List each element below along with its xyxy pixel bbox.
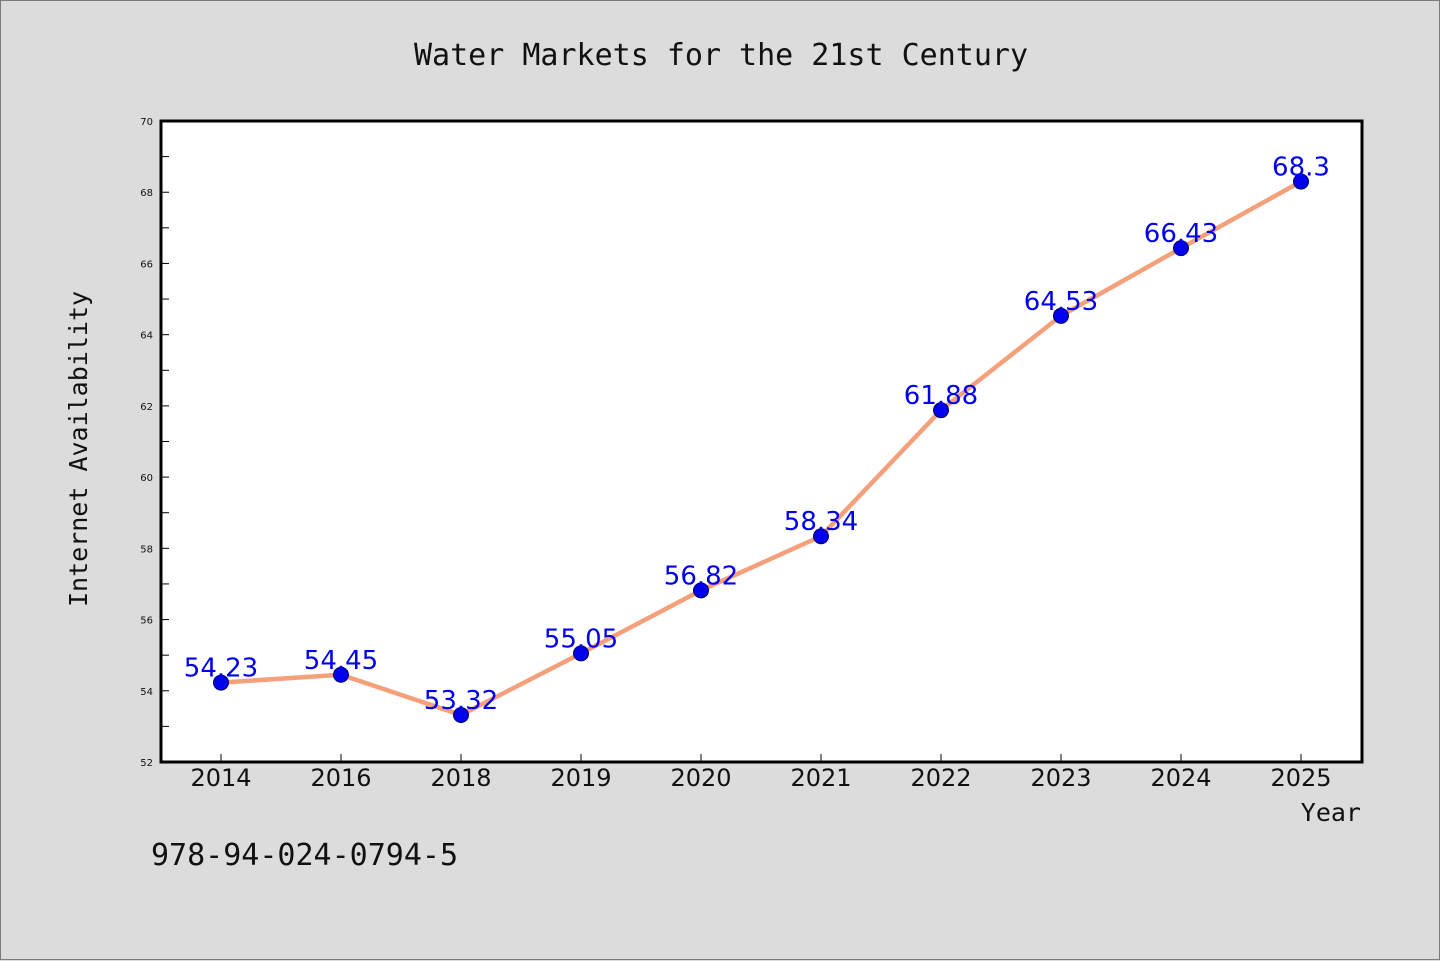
x-tick-label: 2022: [910, 764, 971, 792]
y-tick-label: 60: [140, 473, 153, 484]
data-point-marker: [933, 402, 949, 419]
data-point-label: 68.3: [1272, 153, 1330, 183]
x-tick-label: 2023: [1030, 764, 1091, 792]
data-point-marker: [693, 582, 709, 599]
data-point-marker: [1053, 307, 1069, 324]
y-tick-label: 70: [140, 117, 153, 128]
x-axis-label: Year: [1301, 798, 1361, 827]
data-point-label: 56.82: [664, 561, 738, 591]
y-axis-label: Internet Availability: [64, 291, 93, 607]
y-tick-label: 58: [140, 544, 153, 555]
data-point-marker: [1293, 173, 1309, 190]
y-tick-label: 56: [140, 616, 153, 627]
x-axis-ticks: 2014 2016 2018 2019 2020 2021 2022 2023 2024 2025: [190, 754, 1332, 792]
chart-title: Water Markets for the 21st Century: [414, 38, 1028, 73]
data-point-label: 55.05: [544, 624, 618, 654]
footer-isbn: 978-94-024-0794-5: [151, 838, 458, 873]
x-tick-label: 2014: [190, 764, 251, 792]
x-tick-label: 2016: [310, 764, 371, 792]
data-point-marker: [573, 645, 589, 662]
series-line: [218, 179, 1304, 718]
x-tick-label: 2021: [790, 764, 851, 792]
data-point-label: 66.43: [1144, 219, 1218, 249]
data-point-label: 54.45: [304, 646, 378, 676]
x-tick-label: 2019: [550, 764, 611, 792]
y-tick-label: 52: [140, 758, 153, 769]
data-point-label: 53.32: [424, 686, 498, 716]
y-tick-label: 64: [140, 331, 153, 342]
x-tick-label: 2024: [1150, 764, 1211, 792]
x-tick-label: 2025: [1270, 764, 1331, 792]
data-point-marker: [453, 706, 469, 723]
data-labels: 54.23 54.45 53.32 55.05 56.82 58.34 61.88 64.53…: [184, 153, 1330, 716]
plot-area: [161, 121, 1362, 762]
data-point-label: 61.88: [904, 381, 978, 411]
data-point-label: 58.34: [784, 507, 858, 537]
plot-border: [159, 119, 1364, 764]
data-point-label: 64.53: [1024, 287, 1098, 317]
y-tick-label: 68: [140, 188, 153, 199]
data-point-label: 54.23: [184, 654, 258, 684]
x-tick-label: 2018: [430, 764, 491, 792]
data-point-marker: [333, 666, 349, 683]
y-tick-label: 66: [140, 259, 153, 270]
x-tick-label: 2020: [670, 764, 731, 792]
y-tick-label: 54: [140, 687, 153, 698]
series-markers: [213, 173, 1309, 723]
data-point-marker: [813, 528, 829, 545]
data-point-marker: [1173, 240, 1189, 257]
data-point-marker: [213, 674, 229, 691]
y-tick-label: 62: [140, 402, 153, 413]
